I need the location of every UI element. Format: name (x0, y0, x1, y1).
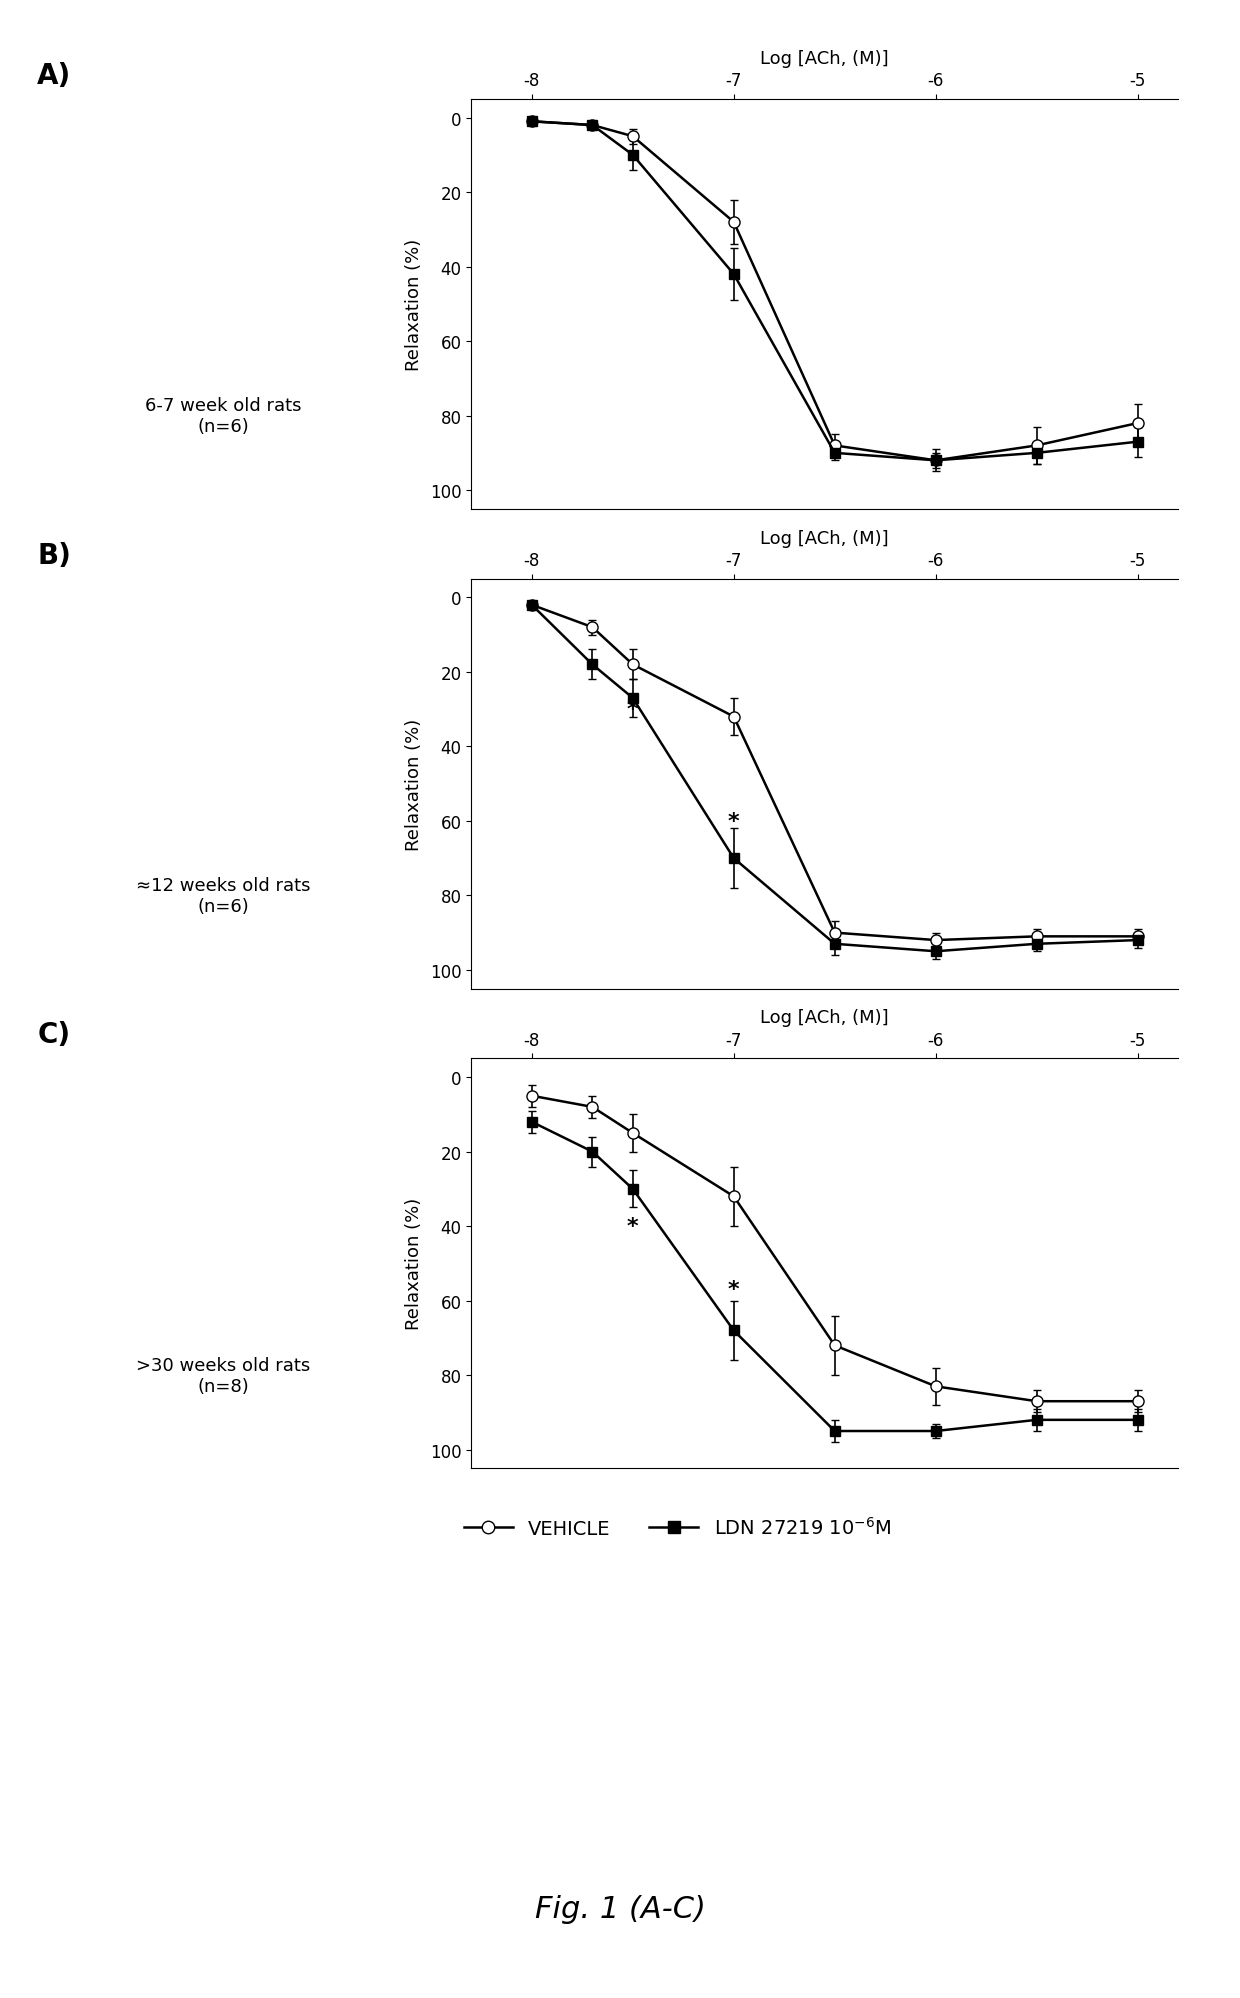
Text: 6-7 week old rats
(n=6): 6-7 week old rats (n=6) (145, 398, 301, 436)
X-axis label: Log [ACh, (M)]: Log [ACh, (M)] (760, 1009, 889, 1027)
Text: C): C) (37, 1021, 71, 1049)
Text: Fig. 1 (A-C): Fig. 1 (A-C) (534, 1894, 706, 1922)
Text: *: * (627, 1217, 639, 1237)
Y-axis label: Relaxation (%): Relaxation (%) (405, 1197, 423, 1331)
X-axis label: Log [ACh, (M)]: Log [ACh, (M)] (760, 50, 889, 68)
Text: *: * (728, 811, 739, 831)
Text: ≈12 weeks old rats
(n=6): ≈12 weeks old rats (n=6) (136, 877, 310, 915)
X-axis label: Log [ACh, (M)]: Log [ACh, (M)] (760, 529, 889, 547)
Y-axis label: Relaxation (%): Relaxation (%) (405, 717, 423, 851)
Legend: VEHICLE, LDN 27219 10$^{-6}$M: VEHICLE, LDN 27219 10$^{-6}$M (456, 1508, 899, 1546)
Text: *: * (728, 1281, 739, 1301)
Text: B): B) (37, 541, 71, 569)
Y-axis label: Relaxation (%): Relaxation (%) (405, 238, 423, 372)
Text: >30 weeks old rats
(n=8): >30 weeks old rats (n=8) (136, 1357, 310, 1395)
Text: *: * (627, 699, 639, 719)
Text: A): A) (37, 62, 72, 90)
